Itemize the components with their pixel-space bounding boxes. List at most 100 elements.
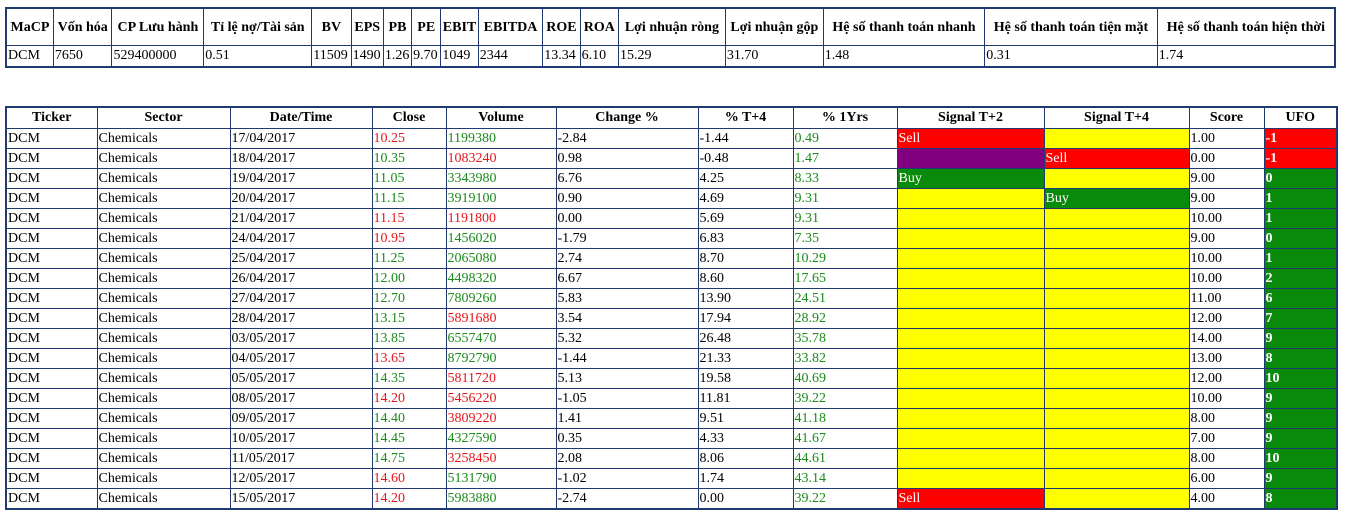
summary-cell: 31.70 (724, 45, 824, 68)
ufo-cell: -1 (1263, 148, 1338, 169)
signal-t4-cell (1043, 448, 1190, 469)
summary-cell: 11509 (311, 45, 352, 68)
sector-cell: Chemicals (96, 188, 231, 209)
summary-header-cell: Lợi nhuận ròng (617, 7, 726, 46)
table-row: DCM Chemicals 18/04/2017 10.35 1083240 0.98 -0… (5, 148, 1338, 169)
close-cell: 11.15 (371, 208, 447, 229)
sector-cell: Chemicals (96, 488, 231, 510)
ufo-cell: 1 (1263, 188, 1338, 209)
ticker-cell: DCM (5, 228, 98, 249)
summary-header-cell: Hệ số thanh toán tiện mặt (984, 7, 1158, 46)
ticker-cell: DCM (5, 408, 98, 429)
date-cell: 25/04/2017 (229, 248, 373, 269)
t4-cell: 4.25 (697, 168, 794, 189)
summary-header-cell: EBITDA (477, 7, 544, 46)
volume-cell: 1191800 (445, 208, 557, 229)
t4-cell: 0.00 (697, 488, 794, 510)
history-header-cell: UFO (1263, 106, 1338, 129)
volume-cell: 2065080 (445, 248, 557, 269)
t4-cell: 26.48 (697, 328, 794, 349)
signal-t4-cell (1043, 468, 1190, 489)
summary-header-cell: Vốn hóa (52, 7, 113, 46)
history-body: DCM Chemicals 17/04/2017 10.25 1199380 -2.84-… (5, 128, 1338, 510)
history-header-cell: Close (371, 106, 447, 129)
signal-t4-cell (1043, 388, 1190, 409)
sector-cell: Chemicals (96, 388, 231, 409)
summary-header-cell: CP Lưu hành (111, 7, 205, 46)
table-row: DCM Chemicals 25/04/2017 11.25 2065080 2.74 8.… (5, 248, 1338, 269)
change-cell: -1.44 (555, 348, 699, 369)
ufo-cell: 7 (1263, 308, 1338, 329)
summary-header-cell: EPS (350, 7, 384, 46)
signal-t4-cell (1043, 368, 1190, 389)
history-header-cell: Score (1188, 106, 1265, 129)
ufo-cell: 1 (1263, 248, 1338, 269)
date-cell: 09/05/2017 (229, 408, 373, 429)
volume-cell: 3809220 (445, 408, 557, 429)
t4-cell: 17.94 (697, 308, 794, 329)
sector-cell: Chemicals (96, 448, 231, 469)
summary-cell: 1049 (440, 45, 479, 68)
signal-t2-cell (896, 308, 1045, 329)
score-cell: 10.00 (1188, 388, 1265, 409)
date-cell: 15/05/2017 (229, 488, 373, 510)
t4-cell: 9.51 (697, 408, 794, 429)
score-cell: 13.00 (1188, 348, 1265, 369)
score-cell: 0.00 (1188, 148, 1265, 169)
summary-table: MaCP Vốn hóa CP Lưu hành Tỉ lệ nợ/Tài sả… (5, 7, 1336, 68)
summary-data-row: DCM 7650 529400000 0.51 11509 1490 1.26 … (5, 45, 1336, 68)
ticker-cell: DCM (5, 248, 98, 269)
table-row: DCM Chemicals 12/05/2017 14.60 5131790 -1.02 1… (5, 468, 1338, 489)
table-row: DCM Chemicals 11/05/2017 14.75 3258450 2.08 8.… (5, 448, 1338, 469)
date-cell: 18/04/2017 (229, 148, 373, 169)
t4-cell: 4.69 (697, 188, 794, 209)
ticker-cell: DCM (5, 368, 98, 389)
one-year-cell: 9.31 (792, 188, 898, 209)
table-row: DCM Chemicals 03/05/2017 13.85 6557470 5.32 26… (5, 328, 1338, 349)
sector-cell: Chemicals (96, 288, 231, 309)
volume-cell: 4498320 (445, 268, 557, 289)
ufo-cell: 9 (1263, 388, 1338, 409)
volume-cell: 3919100 (445, 188, 557, 209)
score-cell: 10.00 (1188, 208, 1265, 229)
sector-cell: Chemicals (96, 408, 231, 429)
table-row: DCM Chemicals 24/04/2017 10.95 1456020 -1.79 6… (5, 228, 1338, 249)
ticker-cell: DCM (5, 268, 98, 289)
score-cell: 10.00 (1188, 268, 1265, 289)
summary-cell: 0.31 (984, 45, 1158, 68)
table-row: DCM Chemicals 08/05/2017 14.20 5456220 -1.05 1… (5, 388, 1338, 409)
sector-cell: Chemicals (96, 208, 231, 229)
ticker-cell: DCM (5, 468, 98, 489)
summary-header-cell: Tỉ lệ nợ/Tài sản (203, 7, 313, 46)
signal-t2-cell (896, 468, 1045, 489)
one-year-cell: 17.65 (792, 268, 898, 289)
ufo-cell: 8 (1263, 488, 1338, 510)
sector-cell: Chemicals (96, 128, 231, 149)
score-cell: 10.00 (1188, 248, 1265, 269)
change-cell: 2.74 (555, 248, 699, 269)
change-cell: 0.90 (555, 188, 699, 209)
close-cell: 14.20 (371, 488, 447, 510)
date-cell: 12/05/2017 (229, 468, 373, 489)
date-cell: 28/04/2017 (229, 308, 373, 329)
ufo-cell: 9 (1263, 468, 1338, 489)
score-cell: 8.00 (1188, 448, 1265, 469)
close-cell: 14.35 (371, 368, 447, 389)
change-cell: -2.74 (555, 488, 699, 510)
change-cell: 6.67 (555, 268, 699, 289)
signal-t2-cell (896, 408, 1045, 429)
ufo-cell: 10 (1263, 368, 1338, 389)
volume-cell: 5131790 (445, 468, 557, 489)
close-cell: 12.00 (371, 268, 447, 289)
one-year-cell: 0.49 (792, 128, 898, 149)
one-year-cell: 40.69 (792, 368, 898, 389)
table-row: DCM Chemicals 17/04/2017 10.25 1199380 -2.84-… (5, 128, 1338, 149)
close-cell: 14.20 (371, 388, 447, 409)
sector-cell: Chemicals (96, 168, 231, 189)
summary-cell: 1.48 (822, 45, 986, 68)
one-year-cell: 41.67 (792, 428, 898, 449)
date-cell: 21/04/2017 (229, 208, 373, 229)
signal-t2-cell (896, 148, 1045, 169)
signal-t4-cell (1043, 428, 1190, 449)
summary-header-cell: Hệ số thanh toán nhanh (822, 7, 986, 46)
